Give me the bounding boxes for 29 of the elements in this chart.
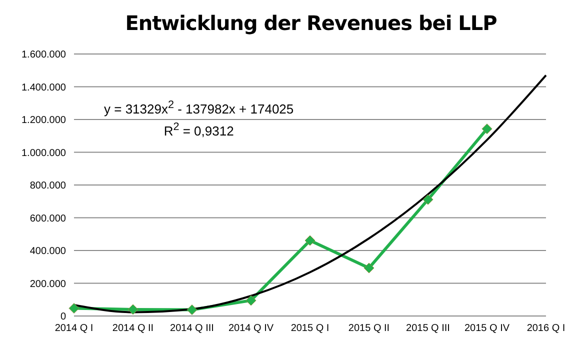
point [246, 295, 256, 306]
point [68, 303, 80, 314]
point [422, 194, 434, 205]
x-tick-label: 2015 Q III [406, 323, 450, 334]
point [482, 124, 492, 134]
annotation: y = 31329x$^{2}$ - 137982x + 174025 [104, 98, 294, 118]
y-tick-label: 400.000 [30, 246, 66, 258]
y-tick-label: 1.600.000 [22, 50, 66, 61]
point [364, 262, 374, 274]
y-tick-label: 1.400.000 [22, 82, 66, 94]
x-tick-label: 2014 Q II [112, 323, 154, 334]
x-tick-label: 2015 Q IV [464, 323, 510, 334]
x-tick-label: 2014 Q III [170, 323, 214, 334]
point [304, 235, 316, 246]
annotation: R$^{2}$ = 0,9312 [162, 120, 235, 141]
point [128, 304, 138, 315]
y-tick-label: 0 [60, 312, 66, 323]
y-tick-label: 1.200.000 [22, 115, 66, 126]
x-tick-label: 2014 Q IV [228, 323, 274, 334]
point [186, 304, 198, 316]
x-tick-label: 2015 Q II [348, 323, 390, 334]
chart-title: Entwicklung der Revenues bei LLP [124, 10, 498, 37]
x-tick-label: 2015 Q I [290, 323, 330, 334]
x-tick-label: 2016 Q I [526, 323, 566, 334]
y-tick-label: 200.000 [30, 278, 66, 290]
y-tick-label: 1.000.000 [22, 148, 66, 159]
y-tick-label: 800.000 [30, 180, 66, 192]
y-tick-label: 600.000 [30, 213, 66, 224]
x-tick-label: 2014 Q I [54, 323, 94, 334]
